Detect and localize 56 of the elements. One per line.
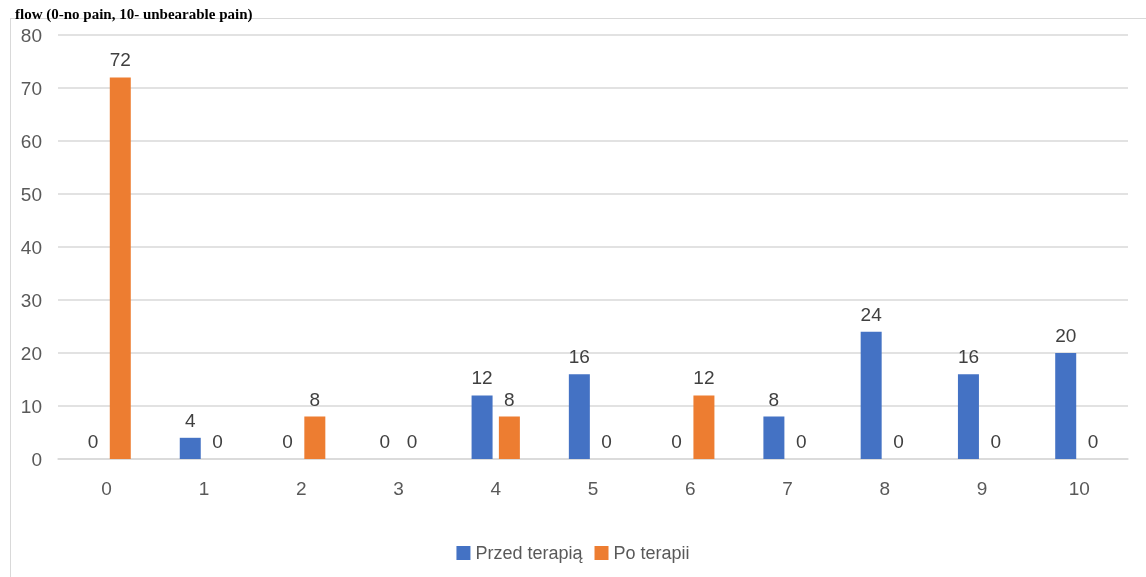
x-tick-label: 10 [1068,478,1090,499]
x-tick-label: 9 [976,478,988,499]
y-tick-label: 30 [20,289,42,311]
data-label: 8 [309,388,321,410]
legend-label: Po terapii [613,543,690,563]
y-tick-label: 80 [20,24,42,46]
x-tick-label: 4 [490,478,502,499]
data-label: 0 [893,431,904,452]
data-label: 24 [860,303,883,325]
y-tick-label: 10 [20,395,42,417]
legend-label: Przed terapią [475,543,584,563]
bar [471,395,493,459]
data-label: 12 [693,367,715,389]
x-tick-label: 6 [684,478,696,499]
data-label: 0 [990,431,1002,452]
data-label: 8 [768,388,780,410]
data-label: 0 [212,431,223,452]
y-tick-label: 60 [20,130,42,152]
data-label: 12 [471,367,493,389]
x-tick-label: 3 [393,478,404,499]
bar [568,374,590,459]
x-tick-label: 1 [198,478,210,499]
bar [860,331,882,459]
bar [498,416,520,459]
y-tick-label: 70 [20,77,42,99]
data-label: 0 [379,431,391,452]
bar [304,416,326,459]
data-label: 0 [601,431,612,452]
x-tick-label: 8 [879,478,891,499]
bar [1055,353,1077,459]
x-tick-label: 0 [101,478,112,499]
data-label: 72 [109,49,131,71]
y-tick-label: 50 [20,183,42,205]
data-label: 0 [671,431,682,452]
x-tick-label: 7 [782,478,793,499]
data-label: 16 [957,346,980,368]
bar [179,437,201,459]
data-label: 0 [282,431,293,452]
data-label: 0 [1087,431,1099,452]
bar [109,77,131,459]
y-tick-label: 0 [31,448,42,470]
x-tick-label: 5 [587,478,599,499]
data-label: 16 [568,346,590,368]
data-label: 8 [504,388,515,410]
y-tick-label: 20 [20,342,42,364]
chart-title: flow (0-no pain, 10- unbearable pain) [15,5,253,23]
bar [693,395,715,459]
x-tick-label: 2 [295,478,307,499]
data-label: 20 [1055,325,1077,346]
bar [957,374,979,459]
data-label: 0 [795,431,807,452]
data-label: 0 [87,431,99,452]
y-tick-label: 40 [20,236,42,258]
data-label: 4 [184,409,196,431]
data-label: 0 [406,431,418,452]
bar [763,416,785,459]
